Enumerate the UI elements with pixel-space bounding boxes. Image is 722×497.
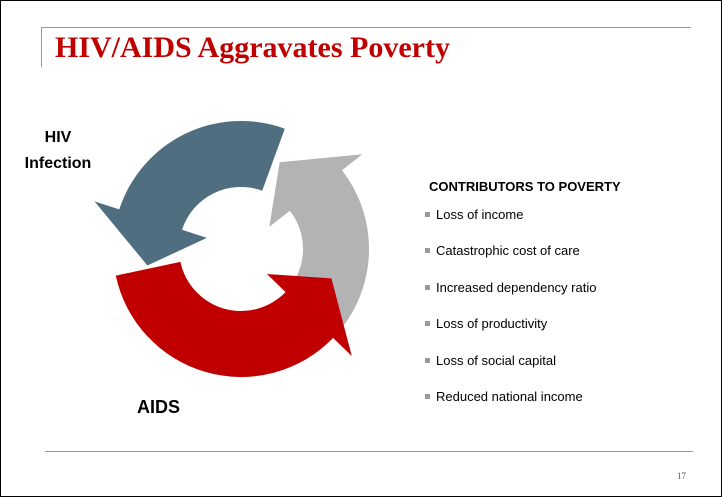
bullet-item: Increased dependency ratio: [425, 280, 596, 316]
bullet-item: Reduced national income: [425, 389, 596, 425]
bullet-item: Loss of income: [425, 207, 596, 243]
bullet-list: Loss of income Catastrophic cost of care I…: [425, 207, 596, 425]
cycle-label: HIV Infection: [24, 129, 92, 172]
bullet-item: Catastrophic cost of care: [425, 243, 596, 279]
bottom-rule: [45, 451, 693, 452]
cycle-arrow: [115, 261, 352, 378]
cycle-diagram: [94, 120, 370, 378]
bullet-item: Loss of social capital: [425, 353, 596, 389]
bullet-item: Loss of productivity: [425, 316, 596, 352]
cycle-label: AIDS: [137, 397, 181, 417]
title-rule: [41, 27, 42, 67]
page-number: 17: [677, 471, 686, 481]
slide-title: HIV/AIDS Aggravates Poverty: [55, 31, 450, 64]
top-rule: [41, 27, 691, 28]
cycle-arrow: [94, 120, 285, 266]
list-heading: CONTRIBUTORS TO POVERTY: [429, 179, 621, 194]
